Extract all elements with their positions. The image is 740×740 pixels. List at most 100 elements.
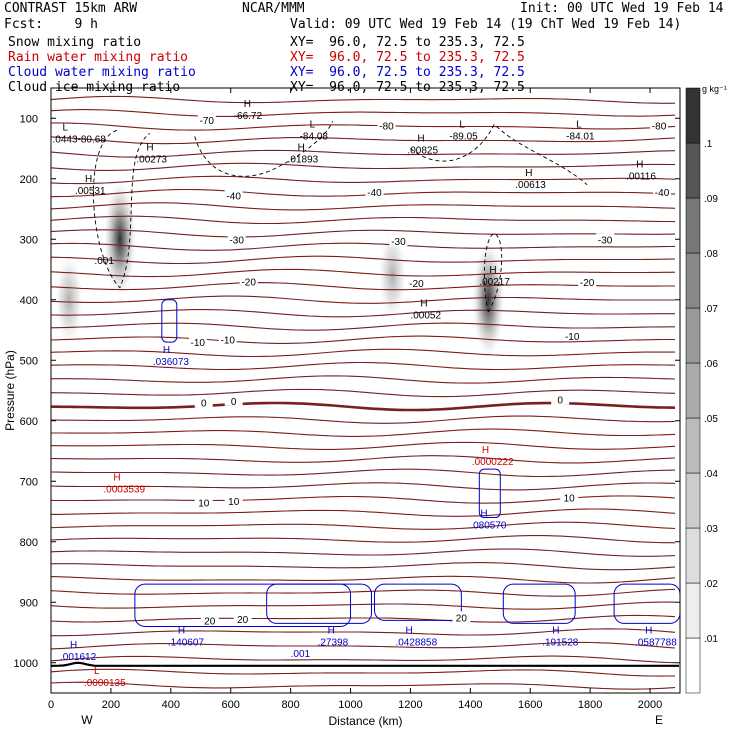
extremum-mark-11: H — [85, 174, 92, 185]
isotherm-label-bg-5 — [365, 186, 384, 198]
cloud-water-contour-upper — [161, 299, 178, 343]
isotherm-line-12 — [51, 242, 676, 251]
field-name-snow: Snow mixing ratio — [8, 35, 142, 50]
isotherm-line-4 — [51, 136, 676, 145]
colorbar-tick-1: .01 — [704, 634, 718, 645]
isotherm-line-39 — [51, 601, 676, 610]
isotherm-label-9: -30 — [598, 235, 613, 246]
isotherm-label-21: 10 — [564, 494, 576, 505]
extremum-value-10: .00116 — [626, 171, 656, 182]
extremum-value-5: .01893 — [288, 155, 319, 166]
isotherm-label-bg-10 — [239, 275, 258, 287]
colorbar-tick-8: .08 — [704, 249, 718, 260]
isotherm-line-5 — [51, 149, 676, 158]
extremum-value-23: .191528 — [542, 637, 579, 648]
x-tick-label-2000: 2000 — [638, 699, 662, 711]
isotherm-line-8 — [51, 188, 676, 198]
isotherm-line-36 — [51, 562, 676, 571]
isotherm-label-16: 0 — [201, 399, 207, 410]
isotherm-label-bg-15 — [563, 330, 582, 342]
colorbar-swatch-9 — [685, 197, 701, 254]
isotherm-label-bg-2 — [377, 119, 396, 131]
colorbar-tick-9: .09 — [704, 194, 718, 205]
isotherm-line-24 — [51, 401, 676, 412]
isotherm-line-43 — [51, 655, 676, 664]
extremum-value-4: -84.08 — [300, 132, 329, 143]
isotherm-label-3: -80 — [652, 122, 667, 133]
extremum-mark-26: L — [94, 666, 100, 677]
snow-shade-blob-1 — [103, 181, 136, 298]
axis-layer: 0 200 400 600 800 1000 1200 1400 1600 1800 2000100… — [3, 88, 680, 728]
isotherm-line-27 — [51, 441, 676, 450]
extremum-value-1: -66.72 — [234, 111, 263, 122]
x-tick-label-400: 400 — [162, 699, 180, 711]
colorbar-swatch-5 — [685, 417, 701, 474]
isotherm-label-15: -10 — [565, 332, 580, 343]
colorbar-swatch-4 — [685, 472, 701, 529]
cloud-water-contour-low-2 — [266, 583, 372, 624]
extremum-mark-7: L — [459, 120, 465, 131]
cloud-water-contour-mid — [478, 468, 501, 519]
isotherm-line-26 — [51, 428, 676, 437]
extremum-mark-3: H — [146, 143, 153, 154]
valid-time: Valid: 09 UTC Wed 19 Feb 14 (19 ChT Wed … — [290, 17, 682, 32]
isotherm-label-bg-24 — [452, 611, 471, 623]
ground-surface-line — [51, 661, 679, 667]
colorbar-tick-10: .1 — [704, 139, 713, 150]
x-axis-east-label: E — [655, 713, 663, 727]
isotherm-line-21 — [51, 361, 676, 371]
y-tick-label-900: 900 — [20, 597, 38, 609]
isotherm-label-5: -40 — [367, 188, 382, 199]
isotherm-label-6: -40 — [655, 188, 670, 199]
colorbar-swatch-8 — [685, 252, 701, 309]
isotherm-label-bg-23 — [233, 613, 252, 625]
y-tick-label-1000: 1000 — [14, 658, 38, 670]
extremum-mark-19: H — [178, 625, 185, 636]
extremum-value-8: -84.01 — [566, 132, 595, 143]
isotherm-line-23 — [51, 388, 676, 398]
init-time: Init: 00 UTC Wed 19 Feb 14 — [520, 1, 724, 16]
isotherm-line-28 — [51, 455, 676, 464]
extremum-mark-18: H — [480, 509, 487, 520]
colorbar-swatch-2 — [685, 582, 701, 639]
isotherm-line-16 — [51, 295, 675, 304]
colorbar-tick-2: .02 — [704, 579, 718, 590]
colorbar-tick-4: .04 — [704, 469, 718, 480]
extremum-value-3: .00273 — [136, 155, 167, 166]
isotherm-label-14: -10 — [220, 336, 235, 347]
isotherm-line-7 — [51, 175, 676, 185]
field-xy-cloud-water: XY= 96.0, 72.5 to 235.3, 72.5 — [290, 65, 525, 80]
extremum-mark-8: L — [576, 120, 582, 131]
isotherm-line-2 — [51, 109, 676, 117]
cloud-ice-contour-central — [194, 121, 333, 177]
extremum-value-9: .00613 — [515, 180, 546, 191]
colorbar-tick-5: .05 — [704, 414, 718, 425]
extremum-value-17: .0003539 — [103, 484, 145, 495]
x-tick-label-1400: 1400 — [458, 699, 482, 711]
extremum-value-12: .001 — [94, 256, 114, 267]
extremum-value-13: .00217 — [479, 277, 510, 288]
extremum-mark-17: H — [113, 472, 120, 483]
isotherm-line-9 — [51, 202, 676, 211]
isotherm-line-37 — [51, 575, 676, 584]
field-name-cloud-water: Cloud water mixing ratio — [8, 65, 196, 80]
y-tick-label-300: 300 — [20, 234, 38, 246]
snow-contour-east — [483, 232, 503, 313]
isotherm-label-bg-13 — [188, 336, 207, 348]
isotherm-layer — [51, 95, 679, 690]
isotherm-label-18: 0 — [557, 396, 563, 407]
isotherm-line-33 — [51, 521, 676, 530]
extremum-mark-1: H — [244, 99, 251, 110]
colorbar-unit-label: g kg⁻¹ — [702, 84, 727, 94]
isotherm-label-bg-3 — [650, 119, 669, 131]
x-tick-label-800: 800 — [281, 699, 299, 711]
y-axis-label: Pressure (hPa) — [3, 350, 17, 431]
extremum-value-14: .00052 — [410, 311, 441, 322]
y-tick-label-800: 800 — [20, 537, 38, 549]
isotherm-line-45 — [51, 681, 676, 690]
isotherm-line-34 — [51, 535, 676, 544]
isotherm-line-17 — [51, 309, 675, 318]
snow-shade-blob-4 — [54, 254, 83, 345]
snow-shade-blob-3 — [472, 241, 505, 358]
isotherm-line-13 — [51, 255, 676, 265]
